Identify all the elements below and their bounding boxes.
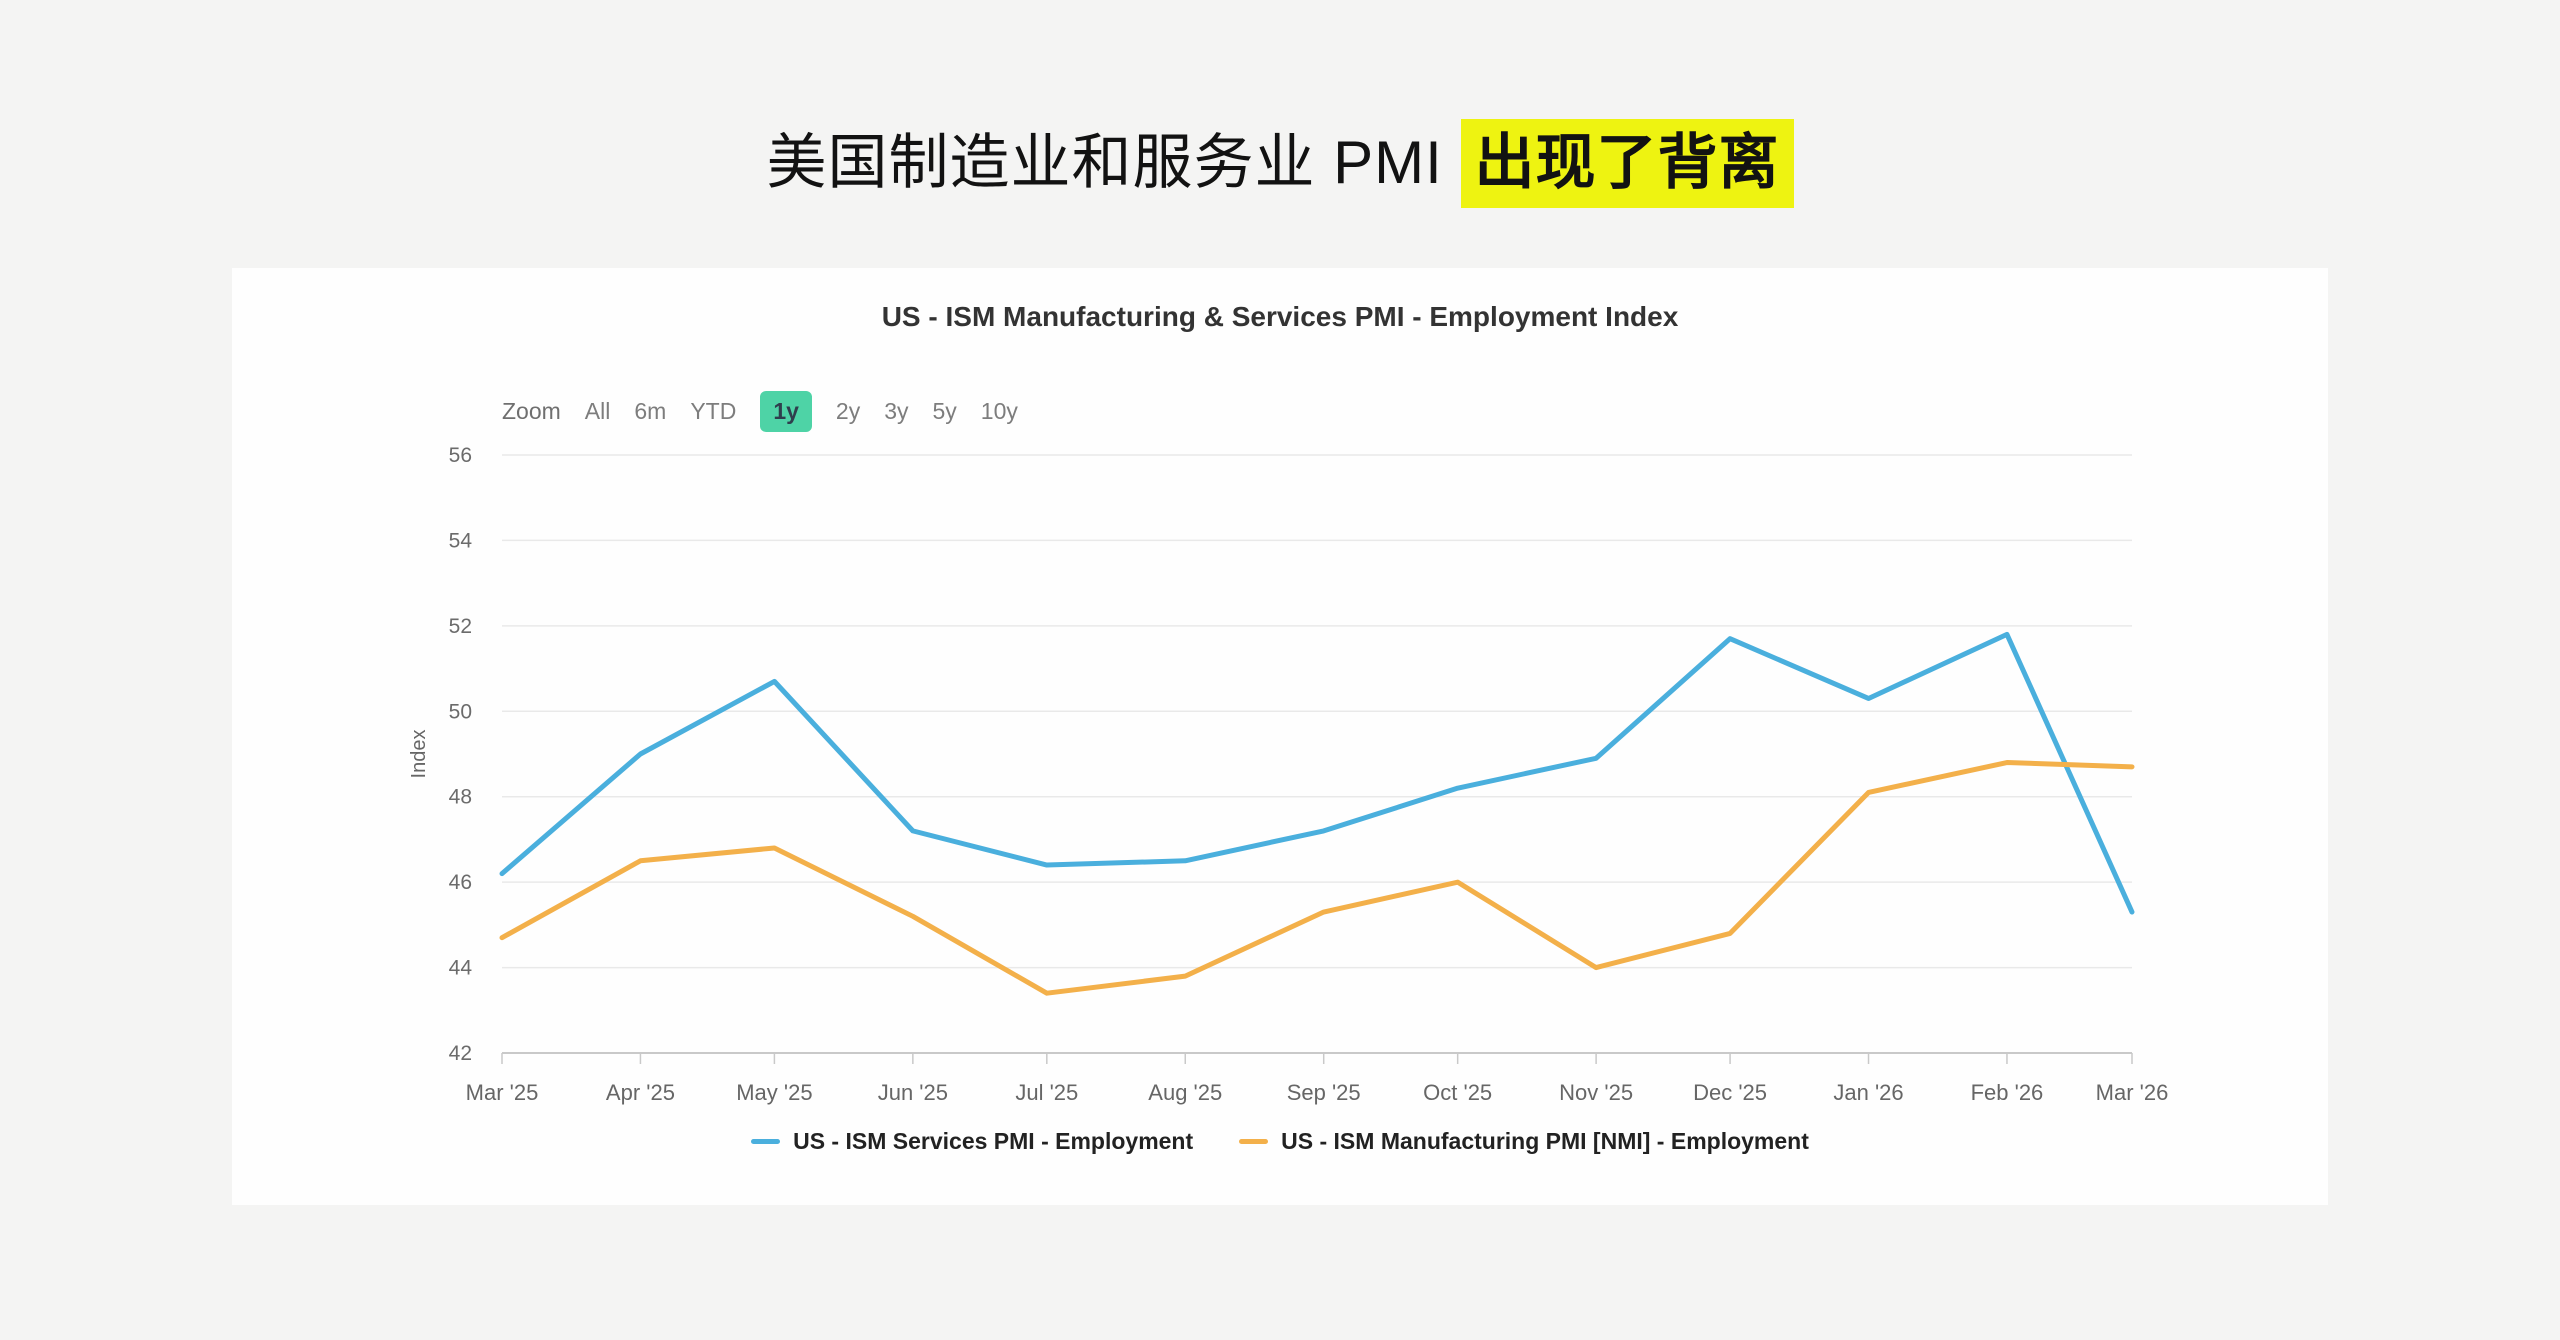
y-axis-label: 52 (449, 615, 472, 638)
y-axis-label: 50 (449, 700, 472, 723)
legend: US - ISM Services PMI - Employment US - I… (232, 1128, 2328, 1155)
legend-item-manufacturing[interactable]: US - ISM Manufacturing PMI [NMI] - Emplo… (1239, 1128, 1809, 1155)
page-title-highlight: 出现了背离 (1460, 119, 1794, 208)
x-axis-label: Mar '26 (2096, 1080, 2169, 1105)
x-axis-label: Feb '26 (1971, 1080, 2044, 1105)
chart-title: US - ISM Manufacturing & Services PMI - … (881, 301, 1679, 332)
range-button-5y[interactable]: 5y (932, 397, 957, 424)
x-axis-label: Dec '25 (1693, 1080, 1767, 1105)
line-chart[interactable]: 42 44 46 48 50 52 54 56 Mar '25 Apr '25 May '25 Jun… (232, 268, 2328, 1205)
chart-panel: US - ISM Manufacturing & Services PMI - … (232, 268, 2328, 1205)
legend-marker (1239, 1139, 1269, 1144)
range-button-all[interactable]: All (584, 397, 611, 424)
series-line-manufacturing[interactable] (499, 760, 2135, 996)
range-button-10y[interactable]: 10y (980, 397, 1018, 424)
page-title-text: 美国制造业和服务业 PMI (766, 129, 1461, 196)
x-axis-label: Oct '25 (1423, 1080, 1492, 1105)
range-button-1y[interactable]: 1y (760, 390, 812, 432)
x-axis-label: Sep '25 (1287, 1080, 1361, 1105)
y-axis-label: 46 (449, 871, 472, 894)
x-axis-label: Apr '25 (606, 1080, 675, 1105)
page-title: 美国制造业和服务业 PMI 出现了背离 (0, 116, 2560, 209)
legend-item-services[interactable]: US - ISM Services PMI - Employment (751, 1128, 1193, 1155)
x-axis-label: May '25 (736, 1080, 812, 1105)
range-button-2y[interactable]: 2y (835, 397, 861, 424)
x-axis-label: Jan '26 (1833, 1080, 1903, 1105)
x-axis-label: Jun '25 (878, 1080, 948, 1105)
x-axis-label: Mar '25 (466, 1080, 539, 1105)
legend-marker (751, 1139, 781, 1144)
range-selector: Zoom All 6m YTD 1y 2y 3y 5y 10y (502, 388, 1018, 434)
y-axis-label: 54 (449, 529, 473, 552)
legend-label: US - ISM Manufacturing PMI [NMI] - Emplo… (1281, 1128, 1809, 1154)
legend-label: US - ISM Services PMI - Employment (793, 1128, 1194, 1154)
y-axis-label: 56 (449, 444, 472, 467)
y-axis-label: 44 (449, 957, 473, 980)
x-axis-label: Nov '25 (1559, 1080, 1633, 1105)
y-axis-label: 48 (449, 786, 472, 809)
range-button-6m[interactable]: 6m (634, 397, 667, 424)
zoom-label: Zoom (502, 397, 561, 424)
x-axis-label: Aug '25 (1148, 1080, 1222, 1105)
series-line-services[interactable] (499, 631, 2135, 915)
y-axis-title: Index (408, 730, 430, 779)
x-axis-label: Jul '25 (1015, 1080, 1078, 1105)
range-button-ytd[interactable]: YTD (690, 397, 737, 424)
range-button-3y[interactable]: 3y (884, 397, 909, 424)
y-axis-label: 42 (449, 1042, 472, 1065)
